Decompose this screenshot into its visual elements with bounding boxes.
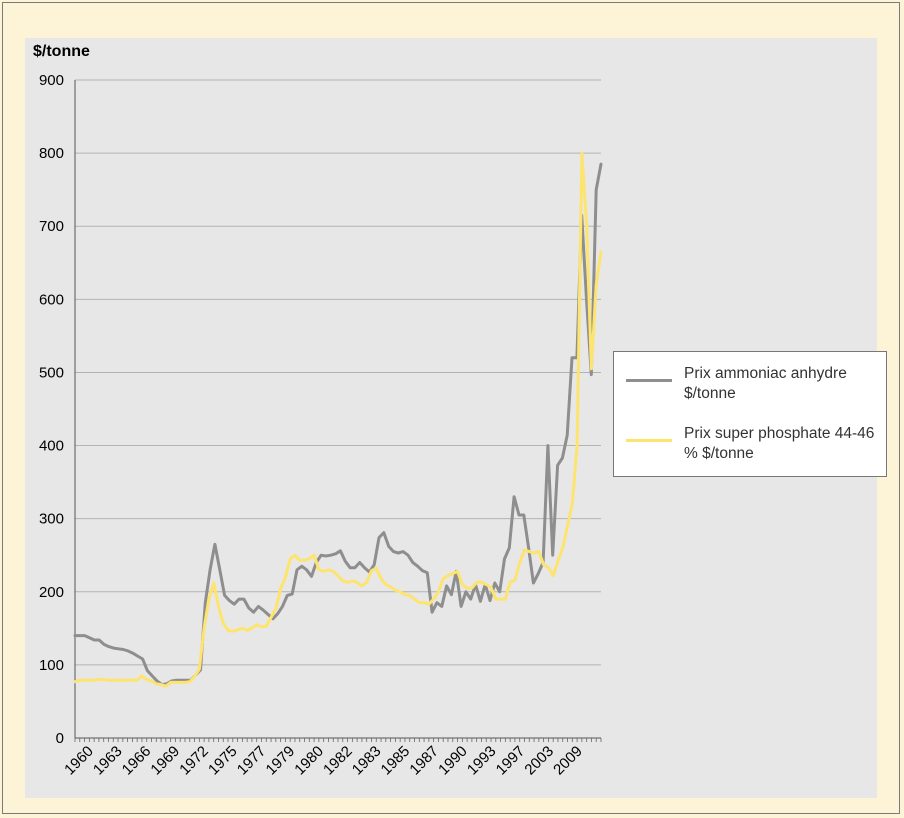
x-tick-label: 1980 bbox=[291, 743, 327, 779]
x-tick-label: 1982 bbox=[320, 743, 356, 779]
series-lines bbox=[73, 151, 603, 688]
y-tick-label: 700 bbox=[39, 218, 64, 235]
x-tick-label: 1997 bbox=[493, 743, 529, 779]
y-tick-label: 800 bbox=[39, 145, 64, 162]
y-tick-label: 600 bbox=[39, 291, 64, 308]
legend-swatch-phosphate bbox=[626, 439, 672, 442]
y-tick-label: 500 bbox=[39, 364, 64, 381]
x-tick-label: 2009 bbox=[550, 743, 586, 779]
x-tick-label: 1960 bbox=[61, 743, 97, 779]
x-tick-label: 1979 bbox=[263, 743, 299, 779]
y-tick-label: 100 bbox=[39, 657, 64, 674]
series-line-phosphate bbox=[73, 151, 603, 688]
x-tick-label: 1990 bbox=[435, 743, 471, 779]
x-tick-label: 1975 bbox=[205, 743, 241, 779]
legend: Prix ammoniac anhydre $/tonne Prix super… bbox=[613, 351, 887, 477]
y-tick-label: 200 bbox=[39, 584, 64, 601]
x-tick-label: 1969 bbox=[148, 743, 184, 779]
x-tick-label: 1983 bbox=[349, 743, 385, 779]
x-tick-label: 2003 bbox=[521, 743, 557, 779]
y-tick-labels: 0 100 200 300 400 500 600 700 800 900 bbox=[39, 72, 64, 747]
legend-swatch-ammoniac bbox=[626, 379, 672, 382]
x-tick-label: 1977 bbox=[234, 743, 270, 779]
x-tick-label: 1993 bbox=[464, 743, 500, 779]
x-tick-label: 1985 bbox=[378, 743, 414, 779]
axes bbox=[74, 80, 602, 742]
y-axis-label: $/tonne bbox=[33, 43, 90, 60]
y-tick-label: 300 bbox=[39, 511, 64, 528]
legend-label-ammoniac: Prix ammoniac anhydre $/tonne bbox=[684, 365, 847, 402]
y-tick-label: 900 bbox=[39, 72, 64, 89]
x-tick-label: 1963 bbox=[90, 743, 126, 779]
y-tick-label: 0 bbox=[56, 730, 64, 747]
x-tick-label: 1972 bbox=[176, 743, 212, 779]
series-line-ammoniac bbox=[73, 162, 603, 687]
x-tick-labels: 1960196319661969197219751977197919801982… bbox=[61, 743, 586, 779]
legend-label-phosphate: Prix super phosphate 44-46 % $/tonne bbox=[684, 425, 875, 462]
x-tick-label: 1966 bbox=[119, 743, 155, 779]
x-tick-label: 1987 bbox=[406, 743, 442, 779]
y-tick-label: 400 bbox=[39, 438, 64, 455]
